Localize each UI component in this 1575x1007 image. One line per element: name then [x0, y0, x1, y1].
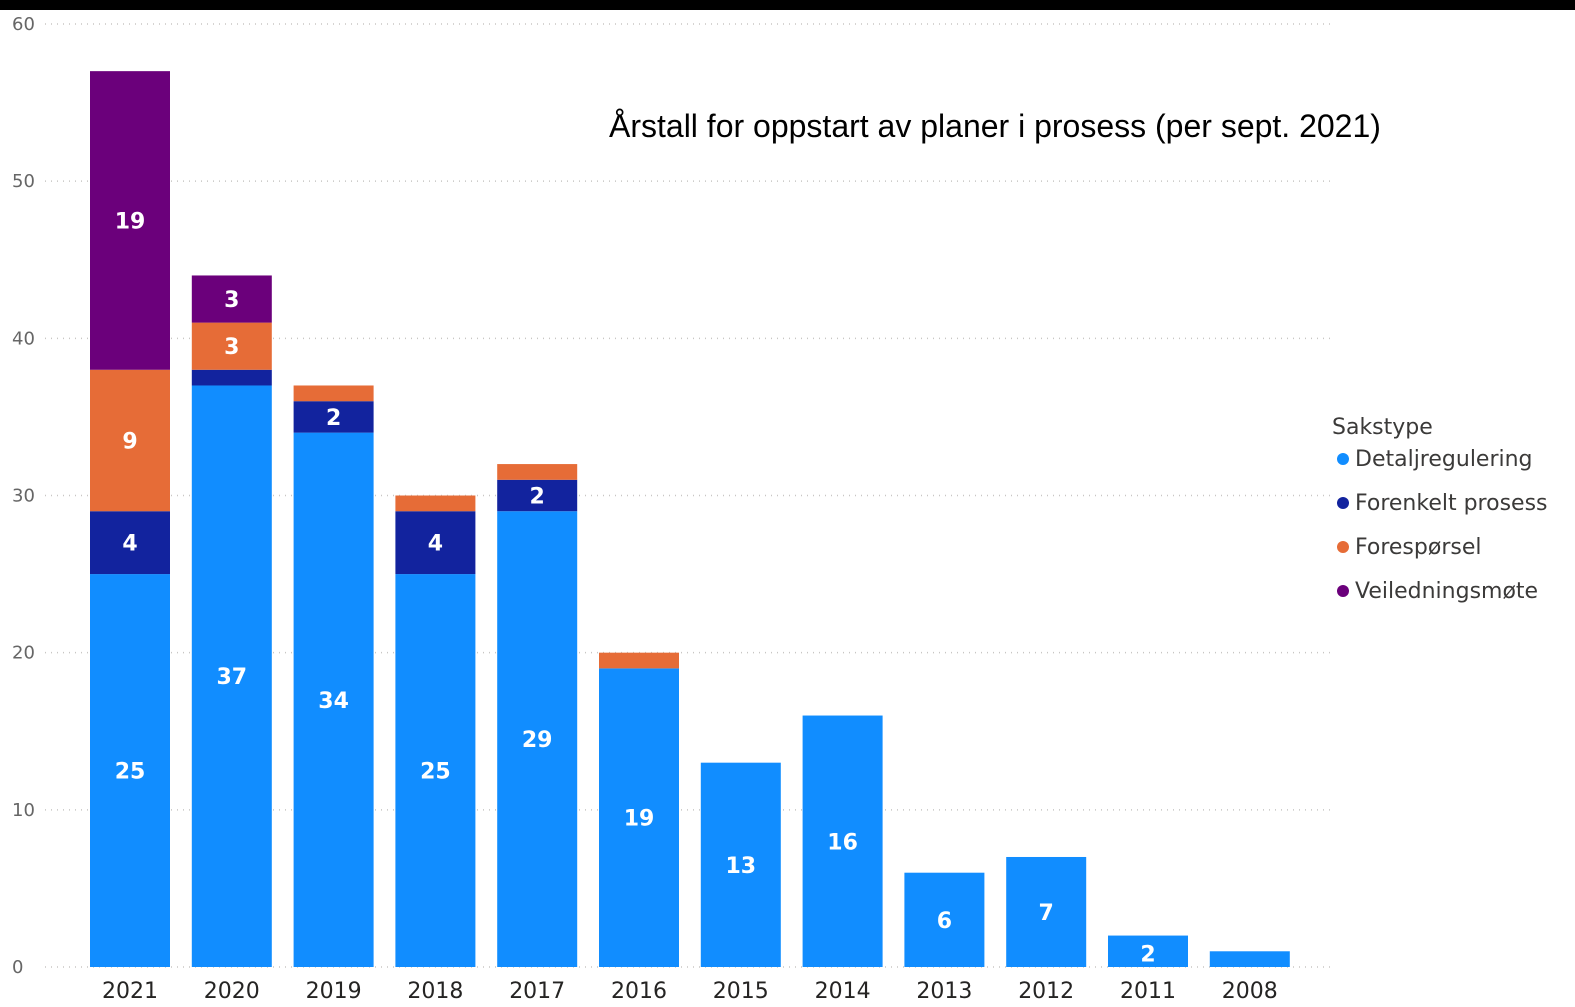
data-label: 3 [224, 335, 239, 360]
data-label: 6 [937, 909, 952, 934]
bars [90, 71, 1290, 968]
bar-segment[interactable] [395, 574, 476, 967]
bar-segment[interactable] [191, 322, 272, 370]
bar-segment[interactable] [191, 275, 272, 323]
bar-segment[interactable] [497, 464, 578, 480]
data-label: 29 [522, 728, 553, 753]
x-tick-label: 2014 [815, 979, 871, 1004]
legend-marker [1337, 497, 1349, 509]
data-label: 19 [624, 807, 655, 832]
x-tick-label: 2019 [306, 979, 362, 1004]
bar-segment[interactable] [904, 872, 985, 967]
x-tick-label: 2020 [204, 979, 260, 1004]
bar-segment[interactable] [802, 715, 883, 967]
x-tick-label: 2017 [509, 979, 565, 1004]
bar-segment[interactable] [395, 495, 476, 512]
data-label: 2 [530, 485, 545, 510]
data-label: 9 [122, 429, 137, 454]
y-tick-label: 20 [12, 643, 35, 664]
x-tick-label: 2013 [916, 979, 972, 1004]
data-label: 13 [725, 854, 756, 879]
y-tick-label: 60 [12, 14, 35, 35]
data-label: 34 [318, 689, 349, 714]
y-tick-label: 40 [12, 328, 35, 349]
data-label: 25 [420, 760, 451, 785]
bar-segment[interactable] [90, 511, 170, 575]
bar-segment[interactable] [191, 385, 272, 967]
legend-marker [1337, 541, 1349, 553]
chart-title: Årstall for oppstart av planer i prosess… [609, 108, 1381, 144]
x-tick-label: 2015 [713, 979, 769, 1004]
data-label: 7 [1039, 901, 1054, 926]
x-tick-label: 2018 [407, 979, 463, 1004]
bar-segment[interactable] [90, 71, 170, 370]
bar-segment[interactable] [293, 401, 374, 433]
bar-segment[interactable] [700, 762, 781, 967]
bar-segment[interactable] [293, 432, 374, 968]
y-tick-label: 30 [12, 486, 35, 507]
legend-item[interactable]: Forenkelt prosess [1355, 491, 1548, 516]
y-tick-label: 50 [12, 171, 35, 192]
bar-segment[interactable] [599, 668, 679, 967]
bar-segment[interactable] [395, 511, 476, 575]
bar-segment[interactable] [191, 369, 272, 386]
y-axis-ticks: 0 10 20 30 40 50 60 [12, 14, 35, 978]
data-label: 25 [115, 760, 146, 785]
y-tick-label: 10 [12, 800, 35, 821]
data-label: 16 [827, 830, 858, 855]
legend-marker [1337, 585, 1349, 597]
bar-segment[interactable] [1006, 856, 1087, 967]
x-tick-label: 2016 [611, 979, 667, 1004]
bar-segment[interactable] [1108, 935, 1188, 967]
x-axis-ticks: 2021 2020 2019 2018 2017 2016 2015 2014 2013 2012… [102, 979, 1278, 1004]
bar-segment[interactable] [497, 479, 578, 512]
legend-title: Sakstype [1332, 415, 1433, 440]
data-label: 2 [1140, 943, 1155, 968]
data-label: 2 [326, 406, 341, 431]
legend-item[interactable]: Veiledningsmøte [1355, 579, 1538, 604]
bar-segment[interactable] [599, 652, 679, 669]
x-tick-label: 2021 [102, 979, 158, 1004]
legend-marker [1337, 453, 1349, 465]
legend-item[interactable]: Detaljregulering [1355, 447, 1533, 472]
legend-item[interactable]: Forespørsel [1355, 535, 1481, 560]
bar-segment[interactable] [90, 369, 170, 512]
data-label: 3 [224, 288, 239, 313]
data-labels: 25 4 9 19 37 3 3 34 2 25 4 29 2 19 13 16 6 7 2 [115, 209, 1156, 967]
bar-segment[interactable] [497, 511, 578, 967]
x-tick-label: 2011 [1120, 979, 1176, 1004]
data-label: 4 [122, 532, 137, 557]
data-label: 4 [428, 532, 443, 557]
x-tick-label: 2008 [1222, 979, 1278, 1004]
bar-segment[interactable] [293, 385, 374, 402]
x-tick-label: 2012 [1018, 979, 1074, 1004]
bar-segment[interactable] [1209, 951, 1290, 967]
data-label: 37 [216, 665, 247, 690]
data-label: 19 [115, 209, 146, 234]
legend[interactable]: Sakstype Detaljregulering Forenkelt prose… [1332, 415, 1548, 604]
y-tick-label: 0 [12, 957, 23, 978]
bar-segment[interactable] [90, 574, 170, 967]
